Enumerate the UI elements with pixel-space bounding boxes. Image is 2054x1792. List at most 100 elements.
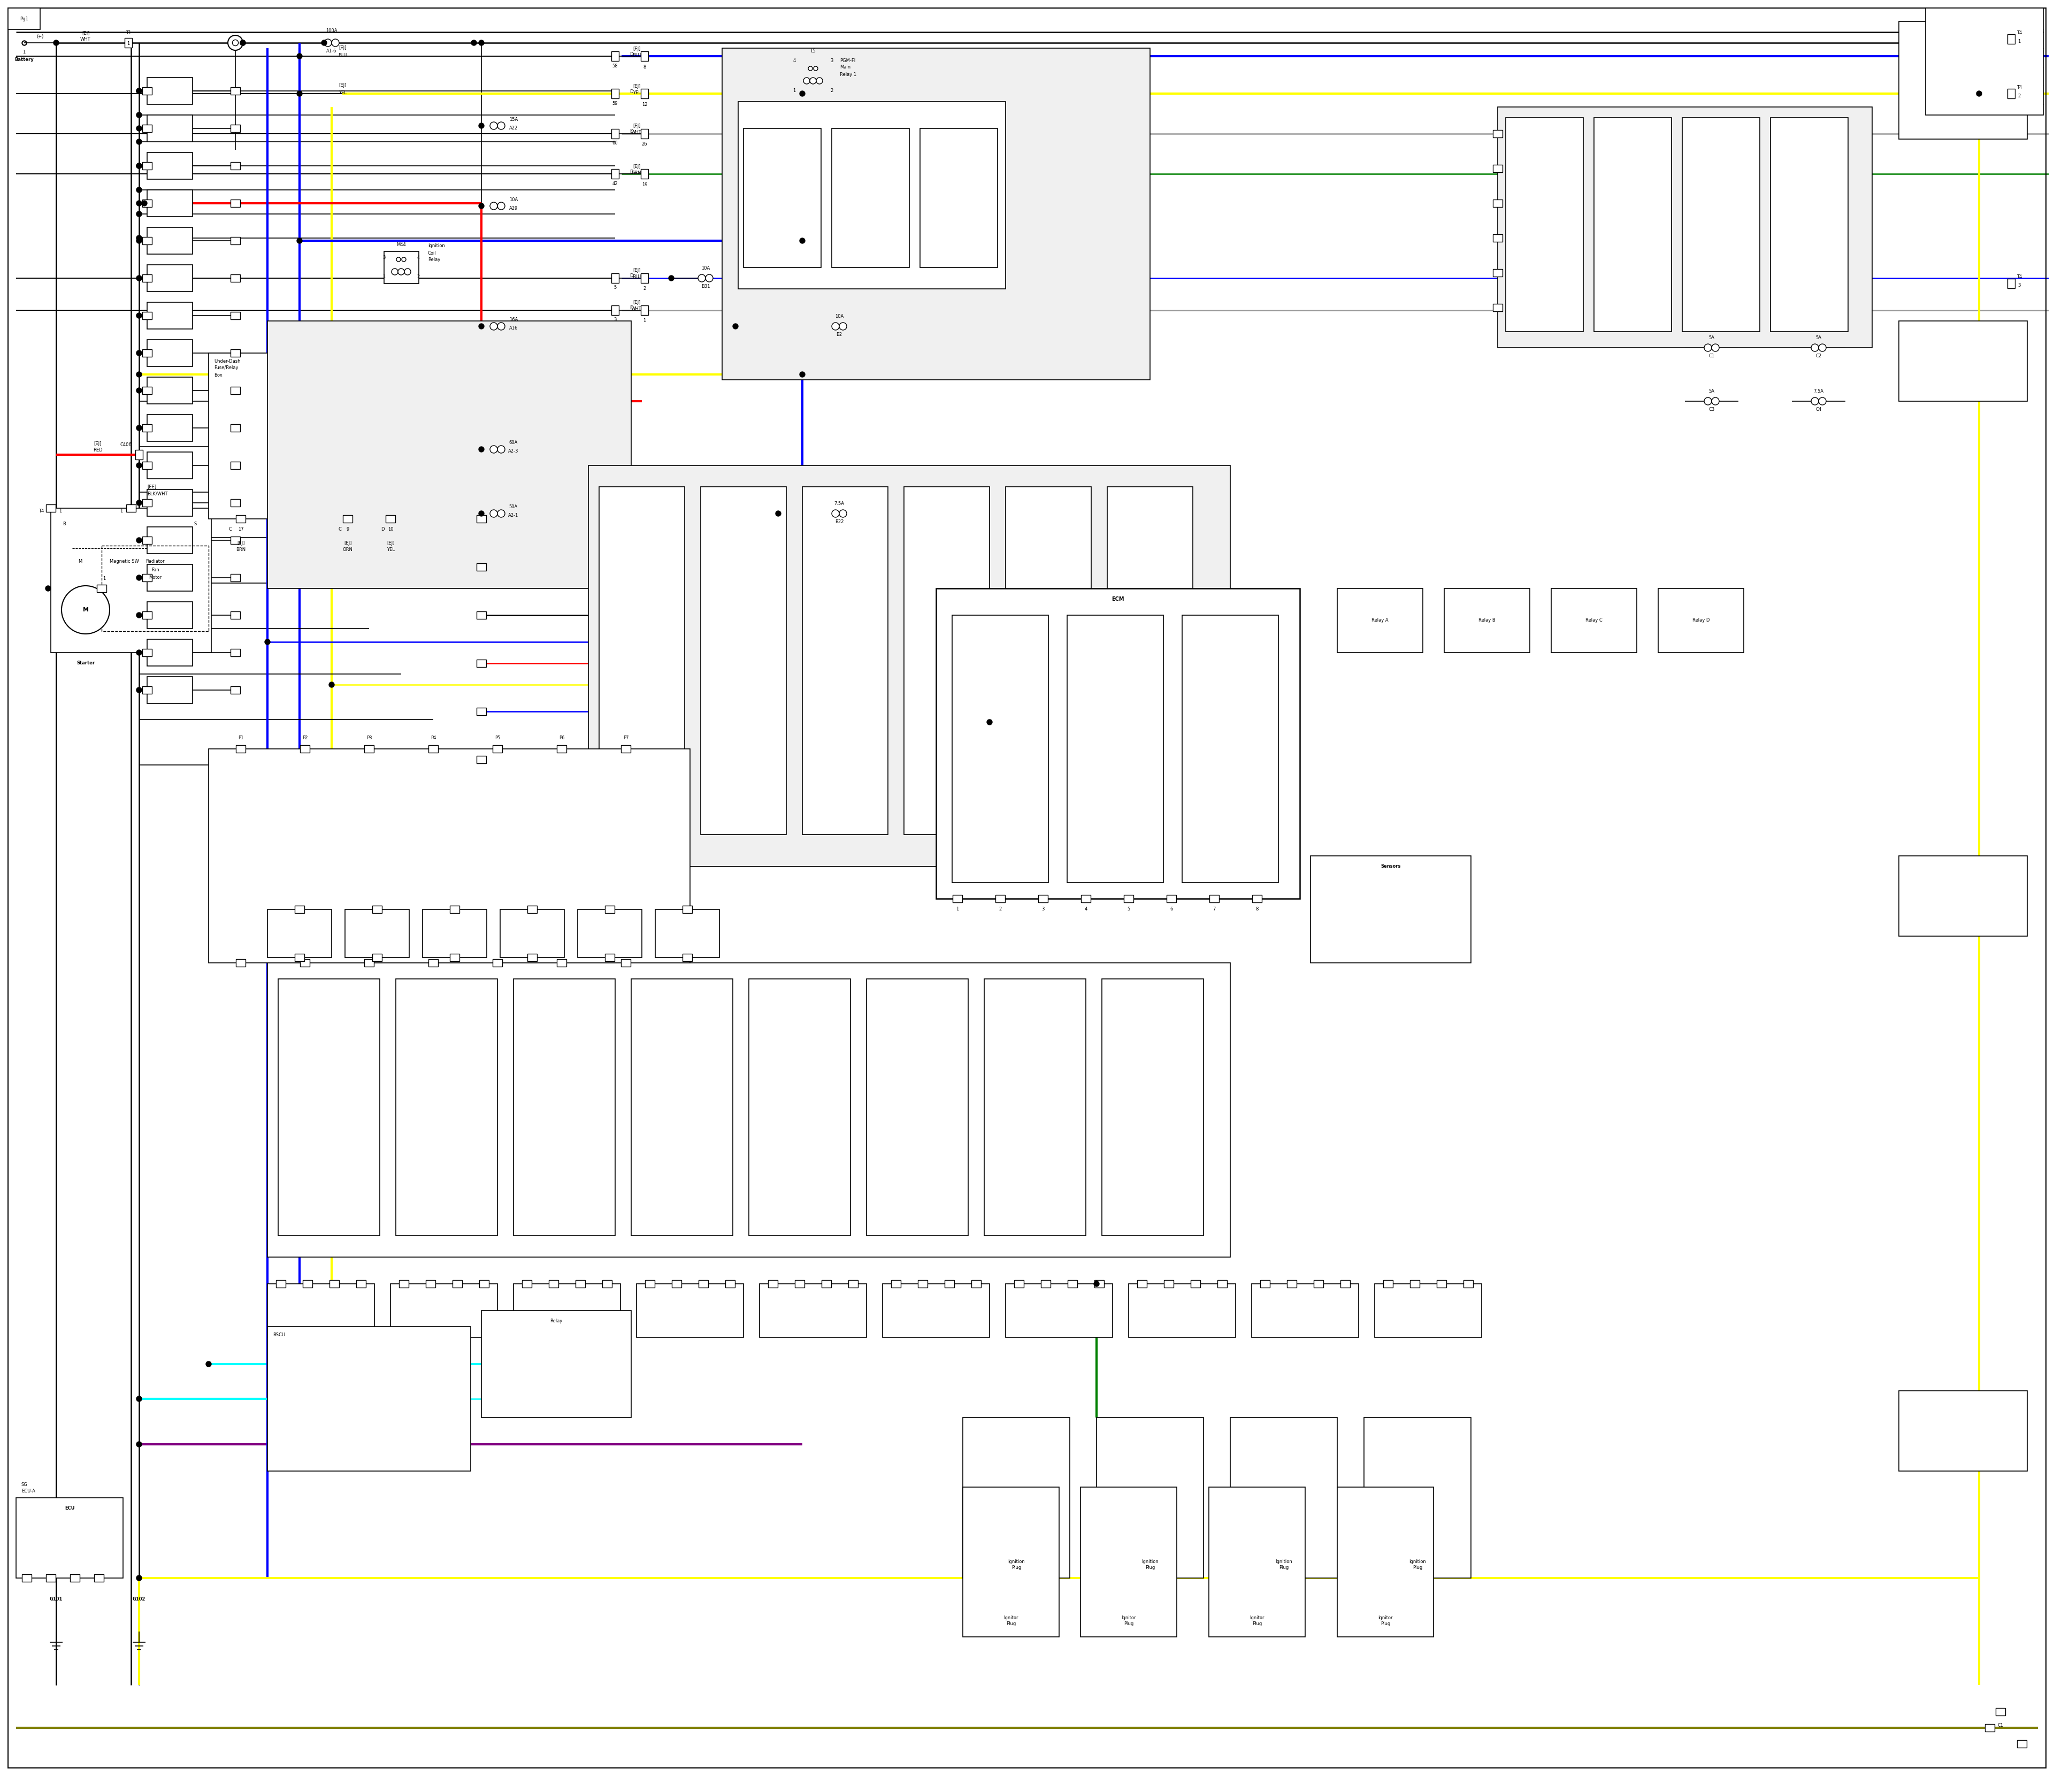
Circle shape (136, 538, 142, 543)
Text: Radiator: Radiator (146, 559, 164, 564)
Bar (230, 88, 240, 95)
Text: P3: P3 (366, 737, 372, 740)
Text: 60: 60 (612, 142, 618, 145)
Text: A2-1: A2-1 (507, 513, 520, 518)
Text: RED: RED (92, 448, 103, 453)
Text: [EJ]: [EJ] (633, 301, 641, 305)
Circle shape (298, 54, 302, 59)
Bar (1506, 118, 1584, 332)
Text: Fuse/Relay: Fuse/Relay (214, 366, 238, 371)
Bar (1080, 894, 1091, 903)
Bar (294, 905, 304, 914)
Bar (953, 615, 1048, 883)
Bar (267, 1283, 374, 1337)
Text: 4: 4 (793, 57, 795, 63)
Bar (329, 1279, 339, 1288)
Bar (101, 545, 210, 631)
Text: 3: 3 (614, 317, 616, 323)
Bar (364, 745, 374, 753)
Circle shape (815, 77, 824, 84)
Bar (1191, 1279, 1200, 1288)
Circle shape (1705, 398, 1711, 405)
Text: BLU: BLU (633, 52, 641, 57)
Circle shape (136, 314, 142, 319)
Bar (277, 978, 380, 1236)
Bar (1409, 1279, 1419, 1288)
Bar (2007, 280, 2015, 289)
Bar (1097, 1417, 1204, 1579)
Bar (275, 1279, 286, 1288)
Bar (148, 452, 193, 478)
Text: 10A: 10A (700, 267, 711, 271)
Bar (390, 1283, 497, 1337)
Bar (148, 265, 193, 292)
Bar (142, 349, 152, 357)
Bar (51, 509, 212, 652)
Bar (477, 611, 487, 618)
Circle shape (322, 39, 327, 45)
Bar (803, 487, 887, 835)
Bar (548, 1279, 559, 1288)
Text: Ignition
Plug: Ignition Plug (1009, 1559, 1025, 1570)
Circle shape (136, 186, 142, 192)
Bar (125, 504, 136, 513)
Circle shape (331, 39, 339, 47)
Text: C1: C1 (1999, 1722, 2003, 1727)
Bar (891, 1279, 902, 1288)
Text: BLK/WHT: BLK/WHT (148, 491, 168, 496)
Circle shape (497, 446, 505, 453)
Circle shape (298, 238, 302, 244)
Bar (136, 450, 144, 459)
Bar (700, 487, 787, 835)
Text: 12: 12 (641, 102, 647, 108)
Text: Box: Box (214, 373, 222, 378)
Bar (142, 161, 152, 170)
Bar (142, 387, 152, 394)
Bar (230, 387, 240, 394)
Bar (230, 649, 240, 656)
Bar (386, 514, 394, 523)
Text: 5A: 5A (1709, 335, 1715, 340)
Text: [EJ]: [EJ] (343, 541, 351, 545)
Bar (499, 909, 565, 957)
Text: 42: 42 (612, 181, 618, 186)
Text: [EE]: [EE] (148, 484, 156, 489)
Bar (972, 1279, 982, 1288)
Text: C1: C1 (1709, 353, 1715, 358)
Bar (522, 1279, 532, 1288)
Circle shape (479, 511, 485, 516)
Bar (795, 1279, 805, 1288)
Bar (1337, 1487, 1434, 1636)
Bar (300, 959, 310, 966)
Bar (481, 1310, 631, 1417)
Bar (148, 564, 193, 591)
Text: 6: 6 (1171, 907, 1173, 912)
Bar (557, 959, 567, 966)
Circle shape (799, 371, 805, 376)
Text: C: C (228, 527, 232, 532)
Text: BRN: BRN (236, 548, 246, 552)
Bar (528, 905, 536, 914)
Text: [EJ]: [EJ] (339, 82, 347, 88)
Text: D: D (629, 90, 633, 93)
Text: 2: 2 (830, 88, 834, 93)
Text: Ignitor
Plug: Ignitor Plug (1249, 1616, 1265, 1625)
Text: Ignitor
Plug: Ignitor Plug (1004, 1616, 1019, 1625)
Bar (477, 563, 487, 572)
Bar (142, 312, 152, 319)
Circle shape (142, 201, 148, 206)
Bar (1210, 1487, 1304, 1636)
Bar (493, 745, 503, 753)
Bar (1015, 1279, 1023, 1288)
Text: Fan: Fan (152, 568, 158, 572)
Bar (230, 349, 240, 357)
Bar (750, 978, 850, 1236)
Text: [EJ]: [EJ] (386, 541, 394, 545)
Bar (230, 573, 240, 581)
Text: 9: 9 (347, 527, 349, 532)
Circle shape (470, 39, 477, 45)
Bar (1436, 1279, 1446, 1288)
Bar (1984, 1724, 1994, 1731)
Bar (637, 1283, 744, 1337)
Text: Motor: Motor (148, 575, 162, 581)
